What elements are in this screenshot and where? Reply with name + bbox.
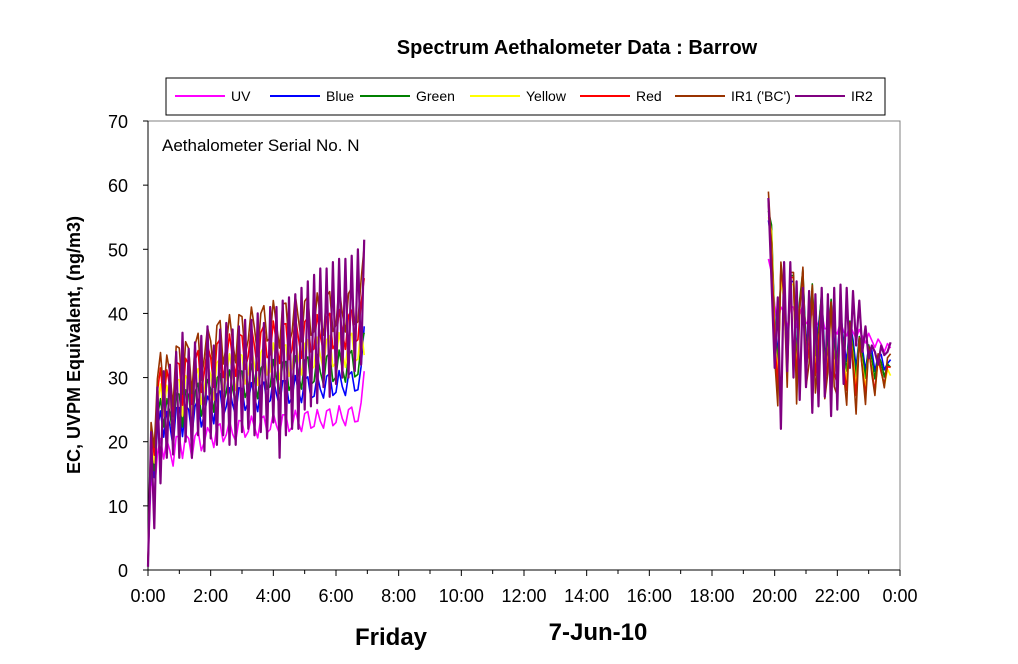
legend-entry: UV xyxy=(231,88,251,104)
x-tick-label: 0:00 xyxy=(882,586,917,606)
x-axis: 0:00 2:00 4:00 6:00 8:00 10:00 12:00 14:00 16:00… xyxy=(130,569,918,606)
x-tick-label: 4:00 xyxy=(256,586,291,606)
x-tick-label: 8:00 xyxy=(381,586,416,606)
annotation-serial: Aethalometer Serial No. N xyxy=(162,136,359,155)
y-tick-label: 50 xyxy=(108,240,128,260)
x-tick-label: 20:00 xyxy=(752,586,797,606)
x-tick-label: 16:00 xyxy=(627,586,672,606)
y-tick-label: 60 xyxy=(108,176,128,196)
y-tick-label: 30 xyxy=(108,369,128,389)
series-line-6 xyxy=(146,197,892,567)
legend-entry: Yellow xyxy=(526,88,567,104)
legend-entry: Green xyxy=(416,88,455,104)
x-tick-label: 10:00 xyxy=(439,586,484,606)
x-tick-label: 6:00 xyxy=(318,586,353,606)
series-layer xyxy=(146,191,892,567)
x-tick-label: 0:00 xyxy=(130,586,165,606)
x-tick-label: 2:00 xyxy=(193,586,228,606)
x-label-day: Friday xyxy=(355,624,428,651)
y-tick-label: 70 xyxy=(108,112,128,132)
legend-entry: IR2 xyxy=(851,88,873,104)
chart-title: Spectrum Aethalometer Data : Barrow xyxy=(397,37,758,59)
legend-entry: IR1 ('BC') xyxy=(731,88,791,104)
x-tick-label: 22:00 xyxy=(815,586,860,606)
y-axis: 0 10 20 30 40 50 60 70 xyxy=(108,112,149,581)
x-tick-label: 18:00 xyxy=(689,586,734,606)
y-tick-label: 40 xyxy=(108,304,128,324)
y-tick-label: 10 xyxy=(108,497,128,517)
y-tick-label: 20 xyxy=(108,433,128,453)
legend-entry: Blue xyxy=(326,88,354,104)
legend: UV Blue Green Yellow Red IR1 ('BC') IR2 xyxy=(165,77,886,116)
y-tick-label: 0 xyxy=(118,561,128,581)
x-label-date: 7-Jun-10 xyxy=(549,619,648,646)
x-tick-label: 14:00 xyxy=(564,586,609,606)
legend-entry: Red xyxy=(636,88,662,104)
y-axis-label: EC, UVPM Equivalent, (ng/m3) xyxy=(64,216,84,474)
x-tick-label: 12:00 xyxy=(501,586,546,606)
